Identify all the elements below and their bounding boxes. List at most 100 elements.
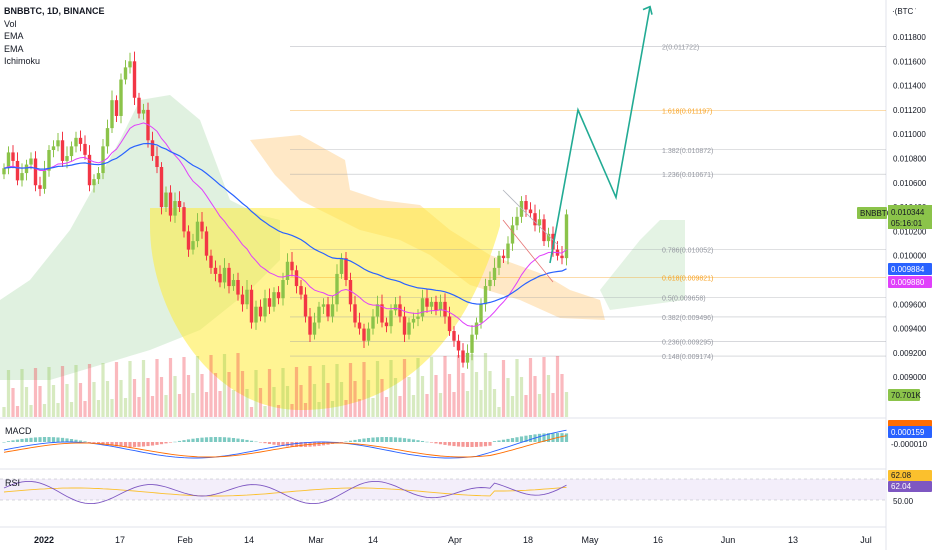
volume-bar	[330, 401, 335, 417]
rsi-pane-label[interactable]: RSI	[5, 478, 21, 488]
macd-histogram-bar	[254, 441, 258, 443]
candle-body	[101, 146, 105, 174]
candle-body	[20, 173, 24, 181]
volume-bar	[200, 374, 204, 417]
volume-bar	[407, 377, 411, 417]
candle-body	[227, 267, 231, 287]
candle-body	[492, 267, 497, 280]
volume-bar	[425, 394, 429, 417]
volume-bar	[240, 371, 245, 417]
candle-body	[2, 168, 6, 175]
volume-bar	[11, 388, 15, 417]
macd-histogram-bar	[227, 437, 231, 442]
volume-bar	[231, 390, 236, 417]
volume-bar	[168, 358, 173, 417]
candle-body	[506, 243, 510, 259]
indicator-ichimoku[interactable]: Ichimoku	[4, 56, 41, 66]
fib-level-label: 1.382(0.010872)	[662, 148, 713, 155]
volume-bar	[474, 372, 479, 417]
volume-bar	[551, 393, 555, 417]
macd-pane-label[interactable]: MACD	[5, 426, 32, 436]
countdown-text: 05:16:01	[891, 219, 923, 228]
candle-body	[110, 100, 114, 129]
volume-bar	[92, 382, 96, 417]
volume-bar	[510, 396, 515, 417]
candle-body	[204, 231, 209, 256]
indicator-ema-2[interactable]: EMA	[4, 43, 24, 54]
volume-bar	[420, 376, 425, 417]
volume-bar	[555, 356, 560, 417]
macd-histogram-bar	[465, 442, 470, 447]
candle-body	[137, 97, 141, 114]
volume-bar	[191, 393, 195, 417]
macd-histogram-bar	[281, 442, 285, 446]
volume-bar	[29, 405, 33, 417]
candle-body	[465, 352, 470, 363]
macd-histogram-bar	[510, 438, 515, 442]
volume-bar	[402, 359, 407, 417]
candle-body	[389, 310, 393, 327]
volume-bar	[497, 407, 501, 417]
volume-bar	[299, 385, 303, 417]
candle-body	[357, 322, 362, 329]
volume-bar	[218, 391, 222, 417]
volume-bar	[263, 406, 267, 417]
candle-body	[501, 255, 506, 259]
macd-histogram-bar	[128, 442, 132, 447]
macd-histogram-bar	[389, 437, 393, 442]
cup-pattern	[150, 208, 500, 410]
rsi-purple-badge	[888, 481, 932, 492]
macd-histogram-bar	[119, 442, 123, 447]
volume-bar	[119, 380, 123, 417]
volume-bar	[303, 403, 308, 417]
candle-body	[515, 216, 519, 226]
candle-body	[321, 304, 326, 307]
volume-bar	[339, 382, 344, 417]
last-price-badge	[888, 205, 932, 229]
macd-histogram-bar	[497, 440, 501, 442]
time-tick-label: 16	[653, 535, 663, 545]
candle-body	[335, 273, 339, 305]
macd-histogram-bar	[479, 442, 483, 447]
macd-histogram-bar	[519, 436, 524, 442]
macd-histogram-bar	[474, 442, 479, 447]
volume-bar	[38, 386, 42, 417]
candle-body	[213, 267, 218, 274]
volume-bar	[249, 407, 254, 417]
indicator-vol[interactable]: Vol	[4, 18, 17, 29]
wedge-line	[502, 219, 554, 283]
candle-body	[420, 298, 425, 317]
volume-bar	[141, 360, 146, 417]
candle-body	[317, 306, 321, 323]
volume-bar	[434, 375, 438, 417]
volume-bar	[411, 395, 416, 417]
macd-histogram-bar	[564, 433, 569, 442]
macd-histogram-bar	[137, 442, 141, 447]
macd-histogram-bar	[438, 442, 443, 445]
macd-histogram-bar	[515, 437, 519, 442]
volume-bar	[6, 370, 11, 417]
fib-level-label: 0.618(0.009821)	[662, 275, 713, 282]
macd-histogram-bar	[29, 437, 33, 442]
macd-signal-line	[3, 435, 567, 458]
candle-body	[483, 286, 488, 305]
volume-bar	[47, 367, 51, 417]
volume-bar	[366, 380, 371, 417]
macd-histogram-bar	[542, 433, 546, 442]
symbol-title[interactable]: BNBBTC, 1D, BINANCE	[4, 6, 105, 16]
volume-bar	[213, 373, 218, 417]
price-tick-label: 0.009000	[893, 373, 927, 382]
macd-histogram-bar	[213, 437, 218, 442]
macd-histogram-bar	[42, 437, 47, 442]
volume-bar	[506, 378, 510, 417]
candle-body	[371, 316, 375, 329]
volume-bar	[353, 381, 357, 417]
candle-body	[96, 173, 101, 180]
macd-histogram-bar	[195, 438, 200, 442]
indicator-ema-1[interactable]: EMA	[4, 31, 24, 41]
price-tick-label: 0.009200	[893, 349, 927, 358]
volume-bar	[429, 357, 434, 417]
volume-bar	[542, 357, 546, 417]
candle-body	[119, 79, 123, 116]
